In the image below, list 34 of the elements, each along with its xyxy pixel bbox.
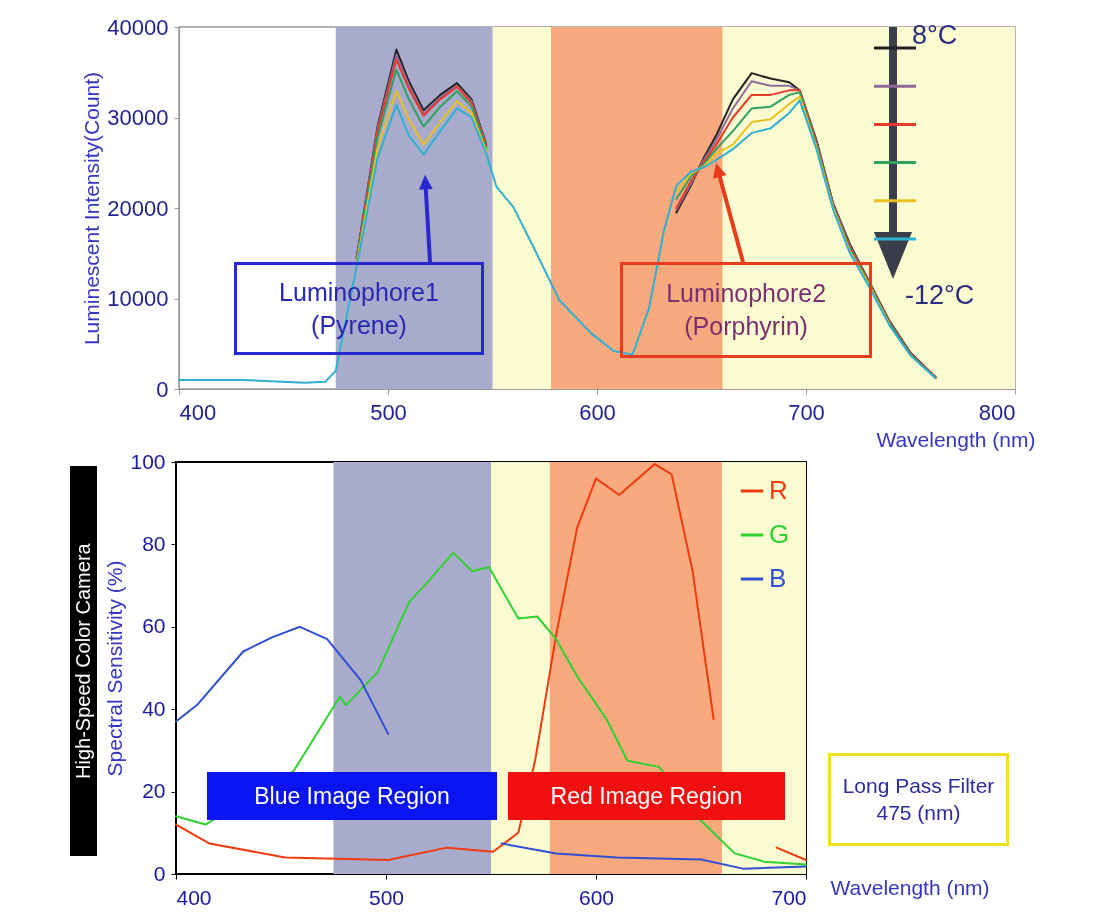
x-tick-label: 600 <box>578 885 615 909</box>
label-box: Long Pass Filter 475 (nm) <box>828 753 1009 846</box>
x-axis-title: Wavelength (nm) <box>876 427 1036 451</box>
y-tick-label: 20000 <box>107 195 169 221</box>
annotation: Luminophore2 (Porphyrin) <box>620 261 873 358</box>
x-tick-label: 700 <box>788 399 825 425</box>
y-tick-label: 30000 <box>107 105 169 130</box>
label-box: Red Image Region <box>508 772 785 820</box>
legend-label: G <box>769 519 790 549</box>
legend-label: R <box>769 475 788 505</box>
x-tick-label: 700 <box>771 885 807 909</box>
x-axis-title: Wavelength (nm) <box>830 875 990 899</box>
annotation: 8°C <box>912 20 958 51</box>
legend-label: B <box>769 563 787 593</box>
y-tick-label: 40000 <box>107 14 169 40</box>
y-tick-label: 80 <box>142 531 166 555</box>
x-tick-label: 500 <box>370 399 407 425</box>
y-tick-label: 60 <box>142 614 166 638</box>
x-tick-label: 500 <box>368 885 405 909</box>
y-tick-label: 100 <box>130 449 166 473</box>
y-tick-label: 0 <box>153 861 166 885</box>
y-axis-title: Luminescent Intensity(Count) <box>80 71 104 346</box>
x-tick-label: 800 <box>978 399 1016 425</box>
x-tick-label: 600 <box>579 399 616 425</box>
annotation: -12°C <box>905 280 975 311</box>
y-axis-title: Spectral Sensitivity (%) <box>103 560 127 777</box>
label-box: Blue Image Region <box>207 772 497 820</box>
y-tick-label: 20 <box>142 779 166 803</box>
x-tick-label: 400 <box>179 399 217 425</box>
y-tick-label: 40 <box>142 696 166 720</box>
x-tick-label: 400 <box>176 885 212 909</box>
y-tick-label: 10000 <box>107 286 169 311</box>
text: High-Speed Color Camera <box>70 466 97 856</box>
y-tick-label: 0 <box>156 376 169 402</box>
